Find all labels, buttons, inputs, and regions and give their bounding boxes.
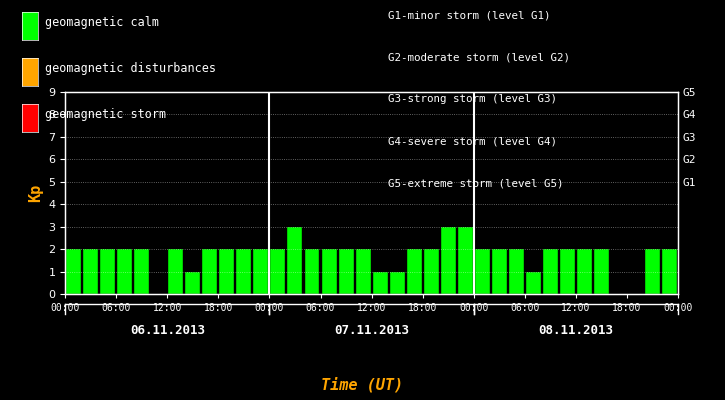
- Bar: [475, 249, 489, 294]
- Bar: [83, 249, 99, 294]
- Bar: [355, 249, 370, 294]
- Bar: [423, 249, 439, 294]
- Text: geomagnetic disturbances: geomagnetic disturbances: [45, 62, 216, 75]
- Bar: [254, 249, 268, 294]
- Bar: [560, 249, 575, 294]
- Text: Time (UT): Time (UT): [321, 376, 404, 392]
- Bar: [492, 249, 507, 294]
- Bar: [134, 249, 149, 294]
- Text: 07.11.2013: 07.11.2013: [334, 324, 409, 337]
- Bar: [441, 227, 455, 294]
- Bar: [407, 249, 422, 294]
- Bar: [457, 227, 473, 294]
- Bar: [509, 249, 523, 294]
- Bar: [645, 249, 660, 294]
- Text: 08.11.2013: 08.11.2013: [538, 324, 613, 337]
- Bar: [270, 249, 286, 294]
- Bar: [594, 249, 609, 294]
- Bar: [186, 272, 200, 294]
- Bar: [168, 249, 183, 294]
- Bar: [288, 227, 302, 294]
- Text: G3-strong storm (level G3): G3-strong storm (level G3): [388, 94, 557, 104]
- Bar: [220, 249, 234, 294]
- Text: geomagnetic calm: geomagnetic calm: [45, 16, 159, 29]
- Bar: [526, 272, 541, 294]
- Text: G4-severe storm (level G4): G4-severe storm (level G4): [388, 136, 557, 146]
- Text: geomagnetic storm: geomagnetic storm: [45, 108, 166, 121]
- Bar: [304, 249, 320, 294]
- Bar: [100, 249, 115, 294]
- Bar: [577, 249, 592, 294]
- Text: 06.11.2013: 06.11.2013: [130, 324, 205, 337]
- Bar: [321, 249, 336, 294]
- Bar: [373, 272, 388, 294]
- Text: G5-extreme storm (level G5): G5-extreme storm (level G5): [388, 178, 563, 188]
- Bar: [202, 249, 217, 294]
- Bar: [543, 249, 558, 294]
- Text: G1-minor storm (level G1): G1-minor storm (level G1): [388, 10, 550, 20]
- Bar: [339, 249, 354, 294]
- Bar: [389, 272, 405, 294]
- Bar: [662, 249, 677, 294]
- Bar: [66, 249, 81, 294]
- Text: G2-moderate storm (level G2): G2-moderate storm (level G2): [388, 52, 570, 62]
- Bar: [117, 249, 132, 294]
- Bar: [236, 249, 252, 294]
- Y-axis label: Kp: Kp: [28, 184, 43, 202]
